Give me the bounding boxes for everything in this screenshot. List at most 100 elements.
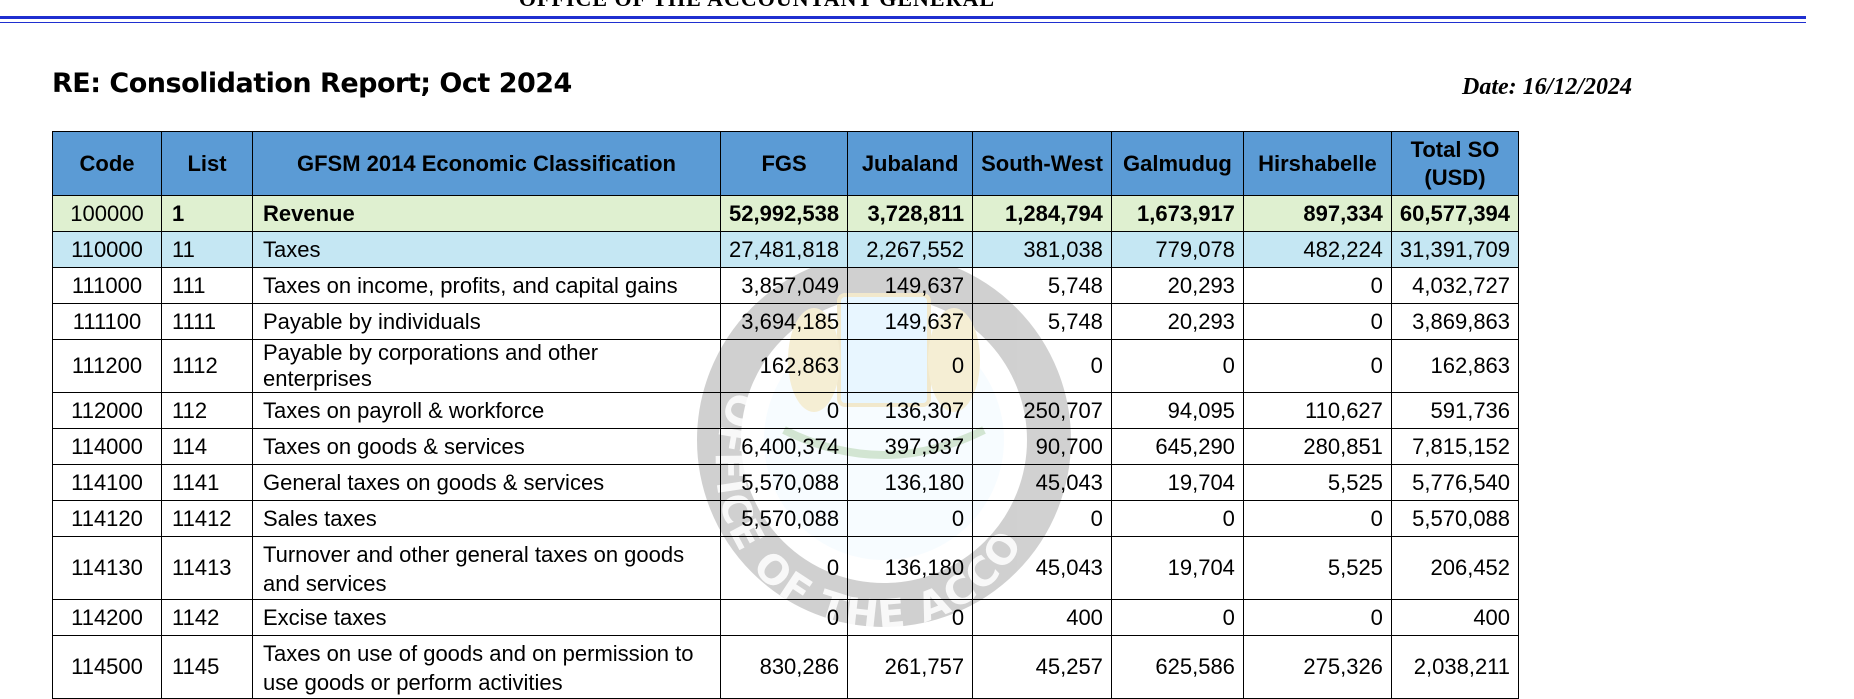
cell-galmudug: 0 <box>1110 339 1244 393</box>
cell-fgs: 3,857,049 <box>719 267 849 304</box>
cell-south-west: 0 <box>972 500 1112 537</box>
cell-fgs: 3,694,185 <box>719 303 849 340</box>
cell-hirshabelle: 5,525 <box>1242 536 1392 600</box>
cell-list: 1 <box>161 195 253 232</box>
col-header-classification: GFSM 2014 Economic Classification <box>252 131 721 196</box>
report-title: RE: Consolidation Report; Oct 2024 <box>52 68 572 99</box>
table-row: 114500 1145 Taxes on use of goods and on p… <box>52 635 1520 699</box>
col-header-hirshabelle: Hirshabelle <box>1242 131 1392 196</box>
cell-total-so: 400 <box>1390 599 1520 636</box>
table-body: 100000 1 Revenue 52,992,538 3,728,811 1,284,7… <box>52 195 1520 699</box>
table-row: 112000 112 Taxes on payroll & workforce 0 13… <box>52 392 1520 429</box>
cell-hirshabelle: 5,525 <box>1242 464 1392 501</box>
cell-jubaland: 0 <box>847 500 974 537</box>
cell-code: 111200 <box>52 339 162 393</box>
cell-fgs: 0 <box>719 536 849 600</box>
cell-hirshabelle: 275,326 <box>1242 635 1392 699</box>
col-header-fgs: FGS <box>719 131 849 196</box>
table-row: 114200 1142 Excise taxes 0 0 400 0 0 400 <box>52 599 1520 636</box>
cell-hirshabelle: 897,334 <box>1242 195 1392 232</box>
cell-jubaland: 0 <box>847 339 974 393</box>
table-row: 114100 1141 General taxes on goods & servi… <box>52 464 1520 501</box>
cell-hirshabelle: 0 <box>1242 267 1392 304</box>
cell-classification: Taxes on income, profits, and capital ga… <box>252 267 721 304</box>
cell-code: 110000 <box>52 231 162 268</box>
cell-list: 111 <box>161 267 253 304</box>
cell-total-so: 31,391,709 <box>1390 231 1520 268</box>
cell-total-so: 206,452 <box>1390 536 1520 600</box>
cell-south-west: 1,284,794 <box>972 195 1112 232</box>
cell-code: 114100 <box>52 464 162 501</box>
cell-list: 11 <box>161 231 253 268</box>
header-rule-thick <box>0 16 1806 19</box>
cell-hirshabelle: 0 <box>1242 500 1392 537</box>
cell-total-so: 3,869,863 <box>1390 303 1520 340</box>
table-row: 114130 11413 Turnover and other general ta… <box>52 536 1520 600</box>
cell-south-west: 0 <box>972 339 1112 393</box>
cell-jubaland: 261,757 <box>847 635 974 699</box>
cell-south-west: 45,043 <box>972 464 1112 501</box>
cell-south-west: 381,038 <box>972 231 1112 268</box>
cell-code: 112000 <box>52 392 162 429</box>
cell-jubaland: 136,180 <box>847 464 974 501</box>
consolidation-table: Code List GFSM 2014 Economic Classificat… <box>52 131 1520 699</box>
cell-list: 11412 <box>161 500 253 537</box>
col-header-total-so: Total SO (USD) <box>1390 131 1520 196</box>
table-row: 100000 1 Revenue 52,992,538 3,728,811 1,284,7… <box>52 195 1520 232</box>
cell-list: 1112 <box>161 339 253 393</box>
cell-fgs: 0 <box>719 599 849 636</box>
table-header-row: Code List GFSM 2014 Economic Classificat… <box>52 131 1520 196</box>
cell-galmudug: 20,293 <box>1110 267 1244 304</box>
cell-galmudug: 645,290 <box>1110 428 1244 465</box>
cell-list: 114 <box>161 428 253 465</box>
cell-hirshabelle: 0 <box>1242 599 1392 636</box>
cell-fgs: 27,481,818 <box>719 231 849 268</box>
cell-jubaland: 2,267,552 <box>847 231 974 268</box>
cell-total-so: 60,577,394 <box>1390 195 1520 232</box>
table-row: 111000 111 Taxes on income, profits, and c… <box>52 267 1520 304</box>
cell-south-west: 5,748 <box>972 303 1112 340</box>
cell-galmudug: 625,586 <box>1110 635 1244 699</box>
cell-classification: Taxes on goods & services <box>252 428 721 465</box>
cell-code: 111100 <box>52 303 162 340</box>
cell-south-west: 45,043 <box>972 536 1112 600</box>
cell-galmudug: 19,704 <box>1110 536 1244 600</box>
table-row: 114120 11412 Sales taxes 5,570,088 0 0 0 0 5,570… <box>52 500 1520 537</box>
cell-galmudug: 19,704 <box>1110 464 1244 501</box>
cell-list: 1141 <box>161 464 253 501</box>
cell-list: 112 <box>161 392 253 429</box>
cell-jubaland: 136,180 <box>847 536 974 600</box>
cell-total-so: 5,570,088 <box>1390 500 1520 537</box>
cell-code: 114500 <box>52 635 162 699</box>
cell-classification: General taxes on goods & services <box>252 464 721 501</box>
cell-code: 111000 <box>52 267 162 304</box>
cell-classification: Excise taxes <box>252 599 721 636</box>
cell-fgs: 6,400,374 <box>719 428 849 465</box>
cell-jubaland: 0 <box>847 599 974 636</box>
cell-classification: Payable by individuals <box>252 303 721 340</box>
cell-galmudug: 20,293 <box>1110 303 1244 340</box>
cell-classification: Revenue <box>252 195 721 232</box>
cell-code: 114130 <box>52 536 162 600</box>
cell-jubaland: 149,637 <box>847 267 974 304</box>
cell-south-west: 250,707 <box>972 392 1112 429</box>
header-rule-thin <box>0 22 1806 23</box>
cell-jubaland: 149,637 <box>847 303 974 340</box>
cell-list: 1142 <box>161 599 253 636</box>
cell-code: 114120 <box>52 500 162 537</box>
cell-galmudug: 779,078 <box>1110 231 1244 268</box>
cell-classification: Turnover and other general taxes on good… <box>252 536 721 600</box>
cell-fgs: 830,286 <box>719 635 849 699</box>
col-header-galmudug: Galmudug <box>1110 131 1244 196</box>
cell-fgs: 162,863 <box>719 339 849 393</box>
cell-south-west: 5,748 <box>972 267 1112 304</box>
cell-south-west: 400 <box>972 599 1112 636</box>
col-header-code: Code <box>52 131 162 196</box>
cell-code: 114200 <box>52 599 162 636</box>
cell-total-so: 7,815,152 <box>1390 428 1520 465</box>
cell-galmudug: 1,673,917 <box>1110 195 1244 232</box>
cell-classification: Sales taxes <box>252 500 721 537</box>
cell-fgs: 0 <box>719 392 849 429</box>
cell-list: 11413 <box>161 536 253 600</box>
cell-hirshabelle: 0 <box>1242 303 1392 340</box>
